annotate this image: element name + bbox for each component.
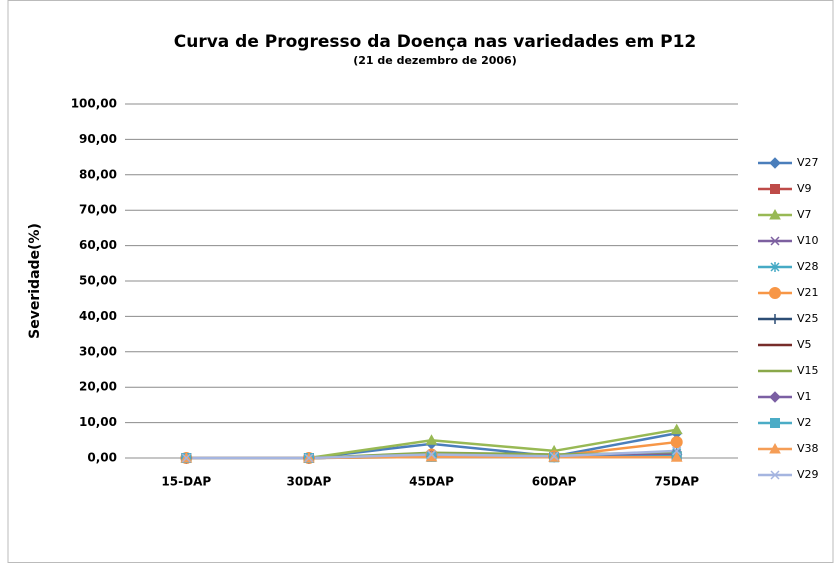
marker bbox=[770, 184, 780, 194]
legend-label: V5 bbox=[797, 338, 812, 351]
x-tick-label: 30DAP bbox=[287, 475, 332, 489]
marker bbox=[769, 391, 781, 403]
marker bbox=[770, 262, 780, 272]
marker bbox=[769, 442, 781, 454]
y-tick-label: 100,00 bbox=[71, 97, 117, 111]
marker bbox=[426, 449, 437, 459]
marker bbox=[670, 451, 683, 462]
y-tick-label: 10,00 bbox=[79, 415, 117, 429]
chart-title: Curva de Progresso da Doença nas varieda… bbox=[174, 32, 697, 52]
y-tick-label: 20,00 bbox=[79, 380, 117, 394]
y-tick-label: 50,00 bbox=[79, 274, 117, 288]
marker bbox=[770, 236, 780, 246]
marker bbox=[770, 470, 780, 480]
marker bbox=[670, 436, 683, 449]
marker bbox=[549, 451, 559, 461]
x-tick-label: 75DAP bbox=[654, 475, 699, 489]
legend-label: V28 bbox=[797, 260, 819, 273]
marker bbox=[769, 157, 781, 169]
legend-label: V27 bbox=[797, 156, 819, 169]
chart-subtitle: (21 de dezembro de 2006) bbox=[353, 54, 516, 67]
marker bbox=[770, 314, 780, 324]
x-tick-label: 60DAP bbox=[532, 475, 577, 489]
marker bbox=[770, 418, 780, 428]
legend-label: V38 bbox=[797, 442, 819, 455]
y-axis-label: Severidade(%) bbox=[27, 223, 43, 339]
legend-label: V2 bbox=[797, 416, 812, 429]
y-tick-label: 70,00 bbox=[79, 203, 117, 217]
marker bbox=[672, 446, 682, 456]
y-tick-label: 0,00 bbox=[87, 451, 117, 465]
marker bbox=[425, 434, 438, 445]
marker bbox=[181, 453, 191, 463]
y-tick-label: 80,00 bbox=[79, 167, 117, 181]
x-tick-label: 15-DAP bbox=[161, 475, 211, 489]
legend-label: V25 bbox=[797, 312, 819, 325]
y-tick-label: 90,00 bbox=[79, 132, 117, 146]
legend-label: V10 bbox=[797, 234, 819, 247]
marker bbox=[304, 453, 314, 463]
marker bbox=[769, 287, 781, 299]
legend-label: V15 bbox=[797, 364, 819, 377]
y-tick-label: 30,00 bbox=[79, 344, 117, 358]
legend-label: V29 bbox=[797, 468, 819, 481]
marker bbox=[670, 423, 683, 435]
legend-label: V21 bbox=[797, 286, 819, 299]
legend-label: V7 bbox=[797, 208, 812, 221]
legend-label: V1 bbox=[797, 390, 812, 403]
x-tick-label: 45DAP bbox=[409, 475, 454, 489]
y-tick-label: 60,00 bbox=[79, 238, 117, 252]
legend-label: V9 bbox=[797, 182, 812, 195]
marker bbox=[769, 208, 781, 220]
y-tick-label: 40,00 bbox=[79, 309, 117, 323]
